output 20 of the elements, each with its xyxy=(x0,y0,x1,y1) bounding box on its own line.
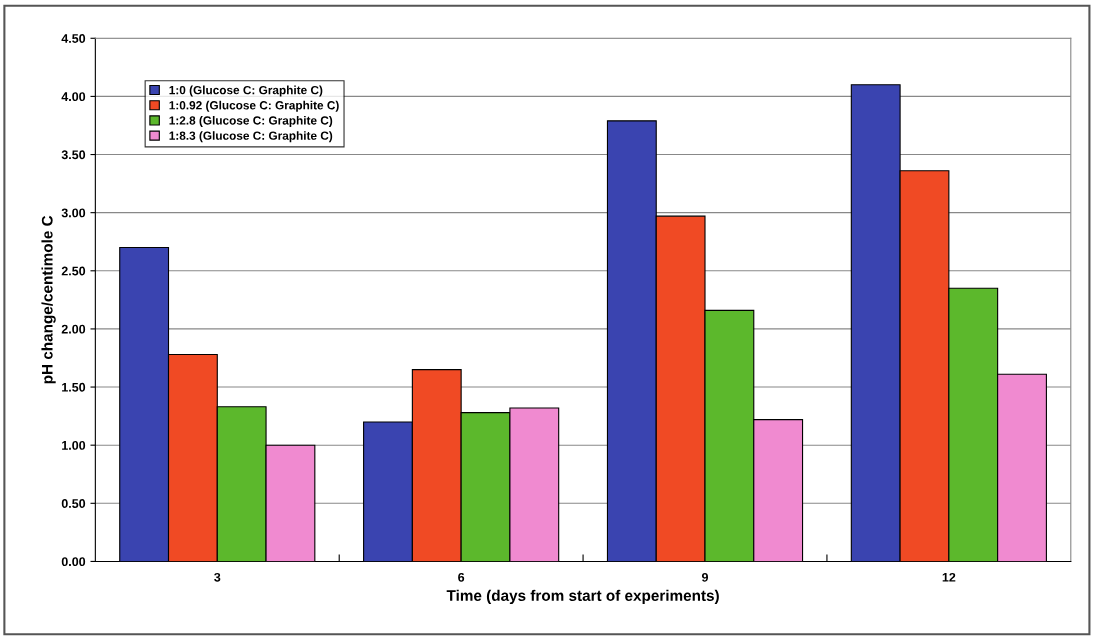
x-tick-label: 12 xyxy=(942,572,956,582)
y-tick-label: 0.00 xyxy=(61,557,86,567)
y-axis-title: pH change/centimole C xyxy=(41,215,56,384)
x-tick-label: 6 xyxy=(458,572,465,582)
legend-label: 1:2.8 (Glucose C: Graphite C) xyxy=(169,115,333,127)
y-tick-label: 4.50 xyxy=(61,34,86,43)
y-tick-label: 4.00 xyxy=(61,92,86,102)
y-tick-label: 1.50 xyxy=(62,382,86,392)
legend-label: 1:0.92 (Glucose C: Graphite C) xyxy=(169,100,339,112)
y-tick-label: 1.00 xyxy=(62,440,86,450)
y-tick-label: 0.50 xyxy=(61,499,86,508)
x-tick-label: 9 xyxy=(701,572,709,582)
legend-label: 1:8.3 (Glucose C: Graphite C) xyxy=(169,131,333,143)
y-tick-label: 2.50 xyxy=(61,266,86,276)
x-axis-title: Time (days from start of experiments) xyxy=(446,589,719,604)
y-tick-label: 3.00 xyxy=(61,208,86,218)
x-tick-label: 3 xyxy=(214,572,221,582)
legend-label: 1:0 (Glucose C: Graphite C) xyxy=(169,85,323,97)
y-tick-label: 2.00 xyxy=(61,324,86,334)
y-tick-label: 3.50 xyxy=(61,150,86,160)
